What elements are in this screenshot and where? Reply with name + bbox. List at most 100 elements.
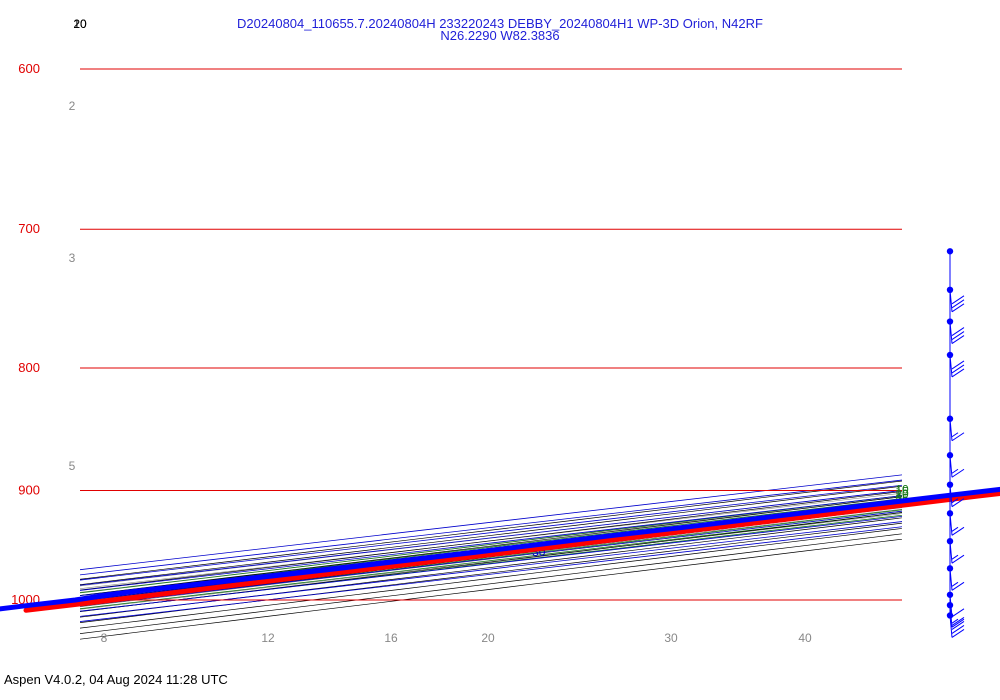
wind-barb-feather <box>951 468 965 478</box>
wind-barb-feather <box>951 526 965 536</box>
wind-barb-feather <box>951 432 965 442</box>
moist-adiabat-line <box>80 512 902 610</box>
title-line-1: D20240804_110655.7.20240804H 233220243 D… <box>237 16 763 31</box>
mixing-ratio-label: 2 <box>69 99 76 113</box>
isotherm-line <box>80 521 902 617</box>
isotherm-line <box>80 484 902 581</box>
dry-adiabat-line <box>80 517 902 618</box>
wind-barb-shaft <box>949 354 953 378</box>
wind-barb-feather <box>951 617 965 626</box>
wind-barb-feather <box>951 625 965 634</box>
moist-adiabat-label: 20 <box>895 487 909 501</box>
dry-adiabat-line <box>80 512 902 613</box>
wind-barb-feather <box>951 327 965 336</box>
wind-barb-shaft <box>949 321 953 344</box>
wind-barb <box>946 351 965 378</box>
isobar-label: 600 <box>18 61 40 76</box>
dewpoint-trace <box>0 486 1000 612</box>
dry-adiabat-line <box>80 491 902 591</box>
wind-barb-half-feather <box>951 498 959 504</box>
wind-barb-feather <box>951 608 965 618</box>
isotherm-line <box>80 510 902 607</box>
isotherm-line <box>80 495 902 591</box>
wind-barb-feather <box>951 618 965 628</box>
isotherm-line <box>80 515 902 612</box>
wind-barb-dot <box>946 248 954 255</box>
wind-barb-feather <box>951 581 965 591</box>
wind-barb-half-feather <box>951 581 959 587</box>
wind-barb <box>946 286 965 313</box>
wind-barb-shaft <box>949 568 953 591</box>
wind-barb-shaft <box>949 484 953 507</box>
wind-barb-feather <box>951 629 965 638</box>
wind-barb <box>946 318 965 344</box>
wind-barb <box>946 565 965 591</box>
footer-text: Aspen V4.0.2, 04 Aug 2024 11:28 UTC <box>4 672 228 687</box>
dry-adiabat-line <box>80 496 902 596</box>
mixing-ratio-label: 5 <box>69 459 76 473</box>
mixing-ratio-line <box>80 490 902 587</box>
wind-barb-shaft <box>949 594 953 617</box>
dry-adiabat-label: 20 <box>73 17 87 31</box>
wind-barb <box>946 452 965 478</box>
mixing-ratio-label: 16 <box>384 631 398 645</box>
wind-barb-feather <box>951 295 965 305</box>
wind-barb-feather <box>951 303 965 313</box>
wind-barb-half-feather <box>951 554 959 560</box>
isobar-label: 700 <box>18 221 40 236</box>
dry-adiabat-line <box>80 533 902 635</box>
wind-barb-shaft <box>949 513 953 536</box>
chart-title: D20240804_110655.7.20240804H 233220243 D… <box>0 16 1000 43</box>
dry-adiabat-line <box>80 480 902 580</box>
wind-barb-shaft <box>949 418 953 441</box>
isobar-label: 900 <box>18 482 40 497</box>
title-line-2: N26.2290 W82.3836 <box>440 28 560 43</box>
isotherm-line <box>80 479 902 576</box>
moist-adiabat-label: 15 <box>895 485 909 499</box>
dry-adiabat-label: 10 <box>73 17 87 31</box>
wind-barb-feather <box>951 360 965 370</box>
isotherm-line <box>80 490 902 586</box>
wind-barb-half-feather <box>951 432 959 438</box>
isotherm-line <box>80 526 902 622</box>
wind-barbs <box>946 248 965 638</box>
wind-barb-shaft <box>949 615 953 638</box>
mixing-ratio-label: 12 <box>261 631 275 645</box>
moist-adiabat-line <box>80 498 902 596</box>
wind-barb-feather <box>951 554 965 564</box>
dry-adiabat-line <box>80 538 902 640</box>
wind-barb-shaft <box>949 289 953 312</box>
mixing-ratio-line <box>80 492 902 589</box>
moist-adiabat-line <box>80 495 902 594</box>
wind-barb-feather <box>951 335 965 344</box>
wind-barb-feather <box>951 299 965 309</box>
dry-adiabat-line <box>80 485 902 586</box>
wind-barb-shaft <box>949 455 953 478</box>
wind-barb-feather <box>951 331 965 340</box>
wind-barb-dot <box>946 415 954 422</box>
isotherm-line <box>80 474 902 571</box>
wind-barb-dot <box>946 286 954 294</box>
mixing-ratio-label: 30 <box>664 631 678 645</box>
isobars <box>80 68 902 601</box>
dry-adiabat-line <box>80 528 902 629</box>
mixing-ratio-label: 3 <box>69 251 76 265</box>
wind-barb-dot <box>946 481 954 488</box>
wind-barb-feather <box>951 498 965 508</box>
moist-adiabat-label: 10 <box>895 482 909 496</box>
mixing-ratio-line <box>80 513 902 610</box>
wind-barb-shaft <box>949 541 953 564</box>
dry-adiabat-line <box>80 522 902 624</box>
wind-barb <box>946 415 965 442</box>
isobar-label: 800 <box>18 360 40 375</box>
temperature-trace <box>23 490 1000 613</box>
wind-barb-half-feather <box>951 526 959 532</box>
wind-barb-feather <box>951 368 965 378</box>
wind-barb <box>946 601 965 628</box>
wind-barb <box>946 591 965 618</box>
wind-barb-feather <box>951 364 965 374</box>
wind-barb <box>946 510 965 536</box>
wind-barb-half-feather <box>951 618 959 624</box>
wind-barb <box>946 537 965 564</box>
